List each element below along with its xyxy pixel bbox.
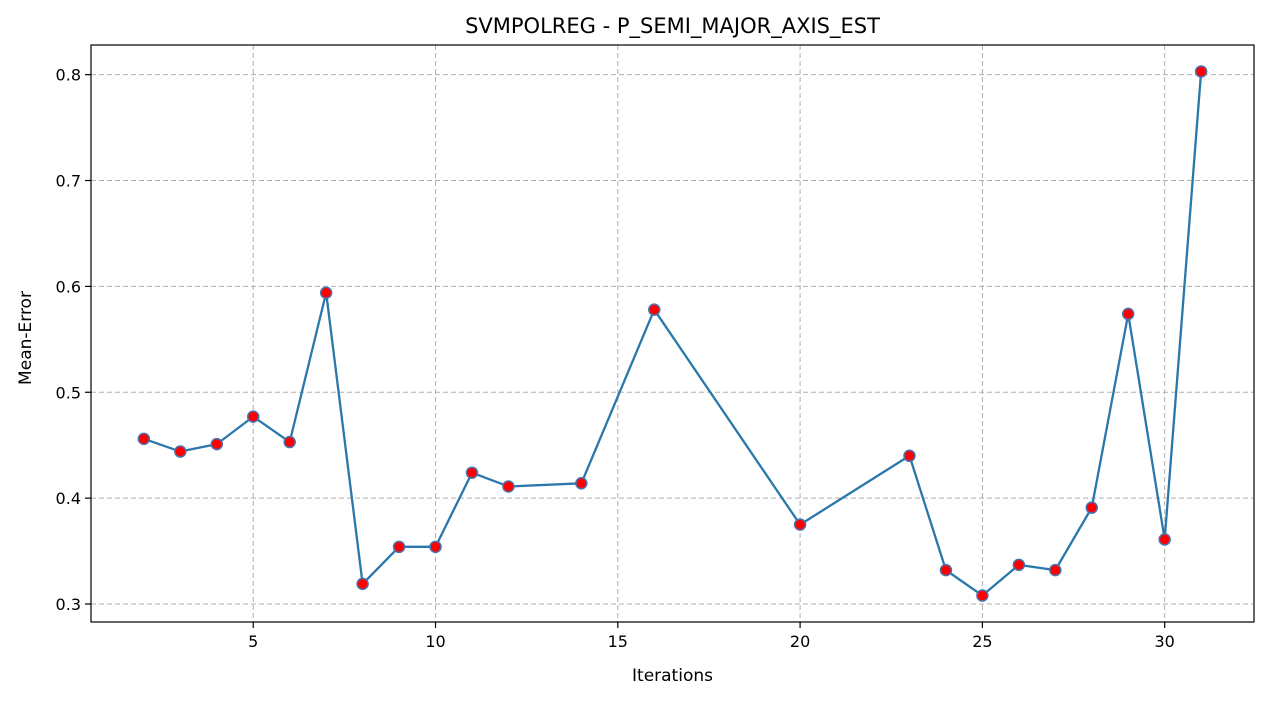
data-point xyxy=(1049,563,1062,577)
x-tick-label: 5 xyxy=(248,632,258,651)
y-tick-label: 0.5 xyxy=(56,383,81,402)
plot-frame xyxy=(90,44,1255,623)
y-tick-label: 0.8 xyxy=(56,66,81,85)
y-tick-label: 0.3 xyxy=(56,595,81,614)
data-point xyxy=(210,437,224,451)
data-point xyxy=(283,435,296,449)
x-tick-label: 25 xyxy=(972,632,992,651)
data-point xyxy=(502,480,515,493)
data-point xyxy=(575,477,588,490)
data-point xyxy=(246,410,260,423)
data-point xyxy=(903,449,916,463)
x-tick-label: 15 xyxy=(608,632,628,651)
data-point xyxy=(939,563,953,577)
y-tick-label: 0.4 xyxy=(56,489,81,508)
data-point xyxy=(429,540,442,554)
x-axis-ticks: 5 10 15 20 25 30 xyxy=(248,622,1175,651)
y-axis-ticks: 0.3 0.4 0.5 0.6 0.7 0.8 xyxy=(56,66,91,614)
y-tick-label: 0.6 xyxy=(56,277,81,296)
data-point xyxy=(319,286,333,299)
data-point xyxy=(1158,533,1171,546)
data-point xyxy=(1194,65,1208,78)
data-point xyxy=(465,466,479,479)
data-point xyxy=(137,432,151,446)
data-point xyxy=(1085,501,1099,514)
y-tick-label: 0.7 xyxy=(56,172,81,191)
x-tick-label: 10 xyxy=(425,632,445,651)
y-axis-label: Mean-Error xyxy=(16,291,36,385)
x-axis-label: Iterations xyxy=(632,666,713,686)
data-point xyxy=(793,518,807,531)
x-tick-label: 30 xyxy=(1154,632,1174,651)
data-point xyxy=(976,589,989,602)
data-point xyxy=(1012,558,1026,572)
chart-title: SVMPOLREG - P_SEMI_MAJOR_AXIS_EST xyxy=(465,14,880,39)
grid xyxy=(91,45,1254,622)
x-tick-label: 20 xyxy=(790,632,810,651)
data-point xyxy=(392,540,406,554)
data-point xyxy=(1121,307,1135,321)
markers-layer xyxy=(137,65,1208,602)
data-point xyxy=(648,303,661,316)
data-point xyxy=(174,445,187,458)
data-point xyxy=(356,577,369,591)
